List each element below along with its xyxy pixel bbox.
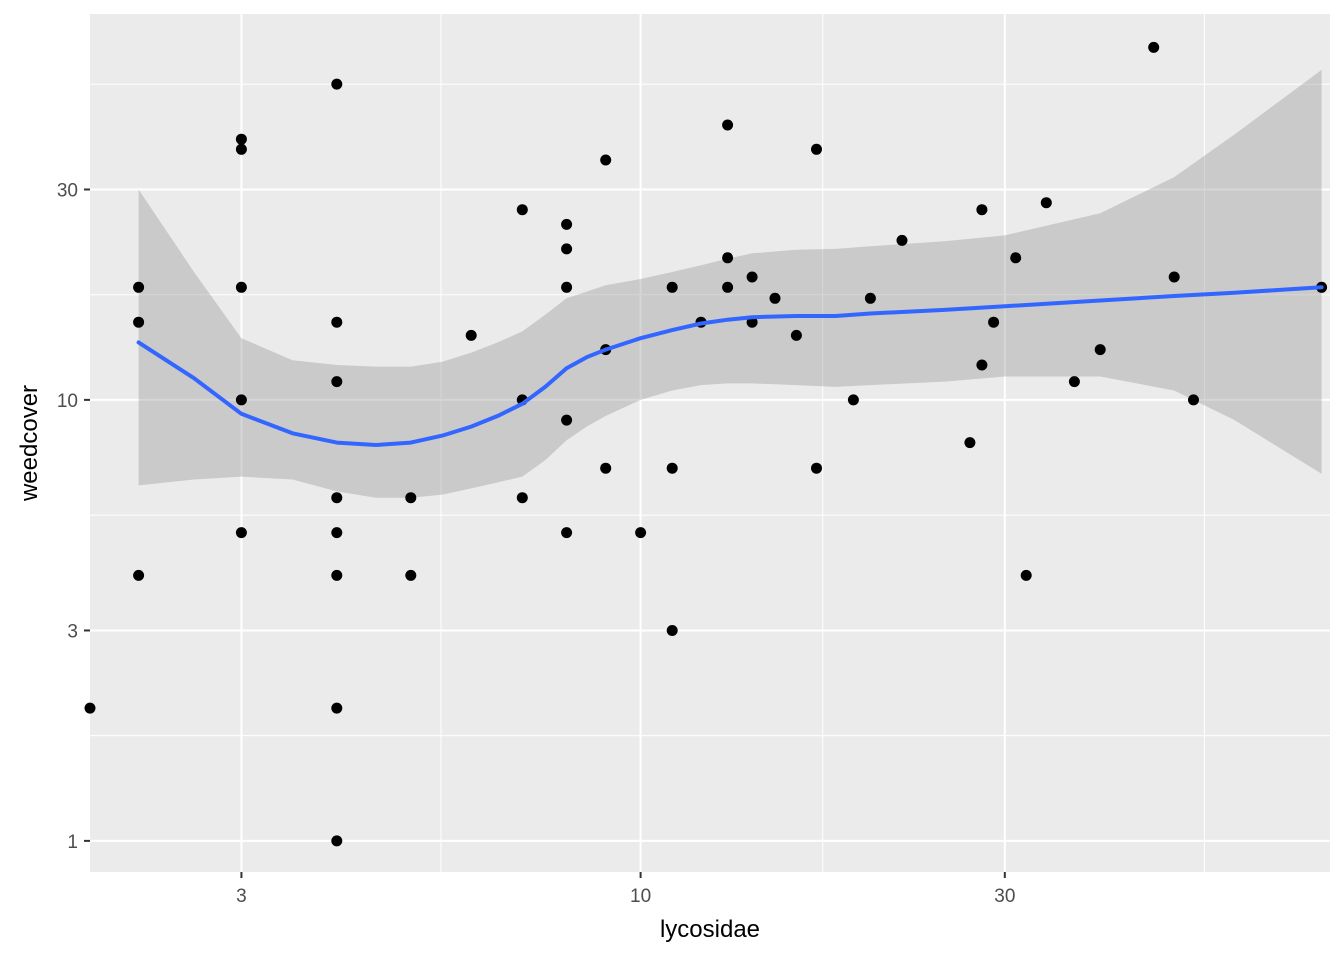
data-point — [988, 316, 1000, 328]
data-point — [331, 78, 343, 90]
data-point — [235, 394, 247, 406]
data-point — [722, 119, 734, 131]
data-point — [465, 329, 477, 341]
y-tick-label: 1 — [67, 832, 78, 853]
x-axis-title: lycosidae — [660, 916, 760, 943]
data-point — [405, 569, 417, 581]
data-point — [516, 492, 528, 504]
x-tick-label: 10 — [630, 886, 651, 907]
data-point — [331, 492, 343, 504]
data-point — [1020, 569, 1032, 581]
x-tick-label: 3 — [236, 886, 247, 907]
data-point — [561, 281, 573, 293]
data-point — [235, 527, 247, 539]
data-point — [811, 462, 822, 474]
data-point — [976, 359, 988, 371]
data-point — [769, 292, 781, 304]
data-point — [133, 281, 145, 293]
data-point — [561, 243, 573, 255]
data-point — [331, 702, 343, 714]
data-point — [84, 702, 96, 714]
smooth-line-layer — [136, 285, 1324, 447]
data-point — [600, 462, 612, 474]
data-point — [235, 281, 247, 293]
data-point — [235, 133, 247, 145]
data-point — [516, 204, 528, 216]
data-point — [235, 143, 247, 155]
y-axis-title: weedcover — [16, 385, 43, 502]
data-point — [1094, 344, 1106, 356]
major-gridlines — [90, 14, 1330, 872]
data-point — [331, 376, 343, 388]
data-point — [811, 143, 822, 155]
data-point — [896, 234, 908, 246]
data-point — [133, 316, 145, 328]
x-axis: 3 10 30 — [236, 872, 1015, 907]
y-tick-label: 3 — [67, 621, 78, 642]
data-point — [1168, 271, 1180, 283]
data-point — [405, 492, 417, 504]
data-point — [635, 527, 647, 539]
data-point — [133, 569, 145, 581]
data-point — [976, 204, 988, 216]
data-point — [722, 252, 734, 264]
y-axis: 1 3 10 30 — [57, 180, 90, 853]
data-point — [666, 625, 678, 636]
data-point — [331, 527, 343, 539]
data-point — [847, 394, 859, 406]
data-point — [1148, 41, 1160, 53]
data-point — [722, 281, 734, 293]
minor-gridlines — [90, 14, 1330, 872]
data-point — [331, 835, 343, 847]
y-tick-label: 10 — [57, 391, 78, 412]
smooth-line — [136, 285, 1324, 447]
data-point — [666, 281, 678, 293]
y-tick-label: 30 — [57, 180, 78, 201]
data-point — [561, 527, 573, 539]
data-point — [1010, 252, 1022, 264]
x-tick-label: 30 — [994, 886, 1015, 907]
data-point — [1068, 376, 1080, 388]
data-point — [600, 154, 612, 166]
data-point — [790, 329, 802, 341]
data-point — [561, 218, 573, 230]
data-points-layer — [84, 41, 1328, 847]
data-point — [1040, 197, 1052, 209]
data-point — [666, 462, 678, 474]
plot-panel — [90, 14, 1330, 872]
data-point — [331, 316, 343, 328]
data-point — [1188, 394, 1199, 406]
data-point — [331, 569, 343, 581]
data-point — [964, 437, 976, 449]
data-point — [746, 271, 758, 283]
data-point — [561, 414, 573, 426]
data-point — [864, 292, 876, 304]
